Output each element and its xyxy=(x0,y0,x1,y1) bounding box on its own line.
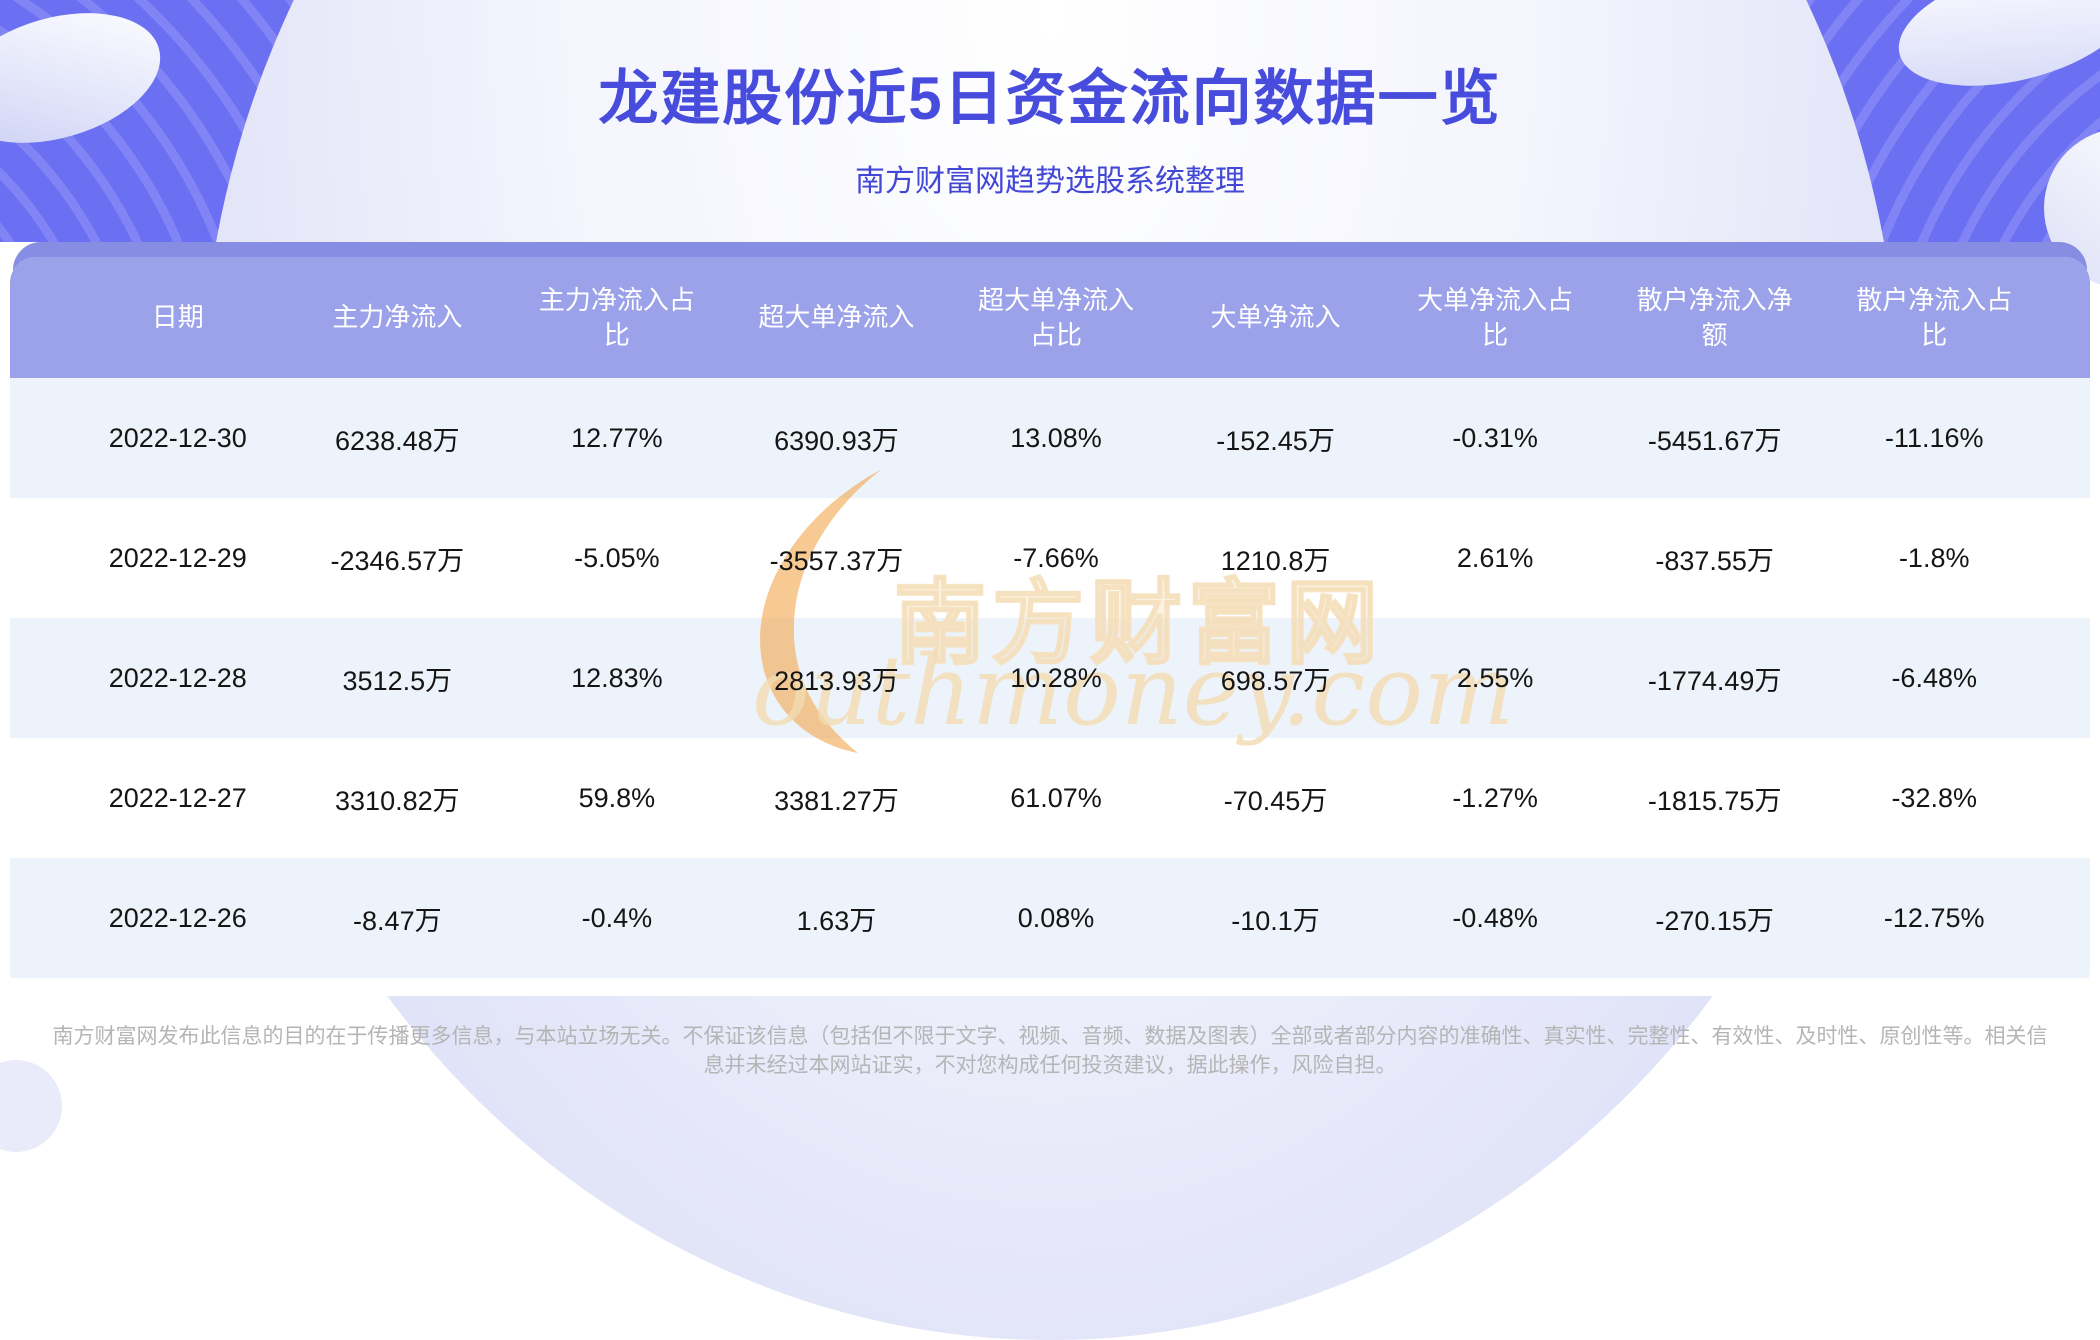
column-header: 散户净流入占 比 xyxy=(1856,284,2013,350)
table-cell: -5451.67万 xyxy=(1647,425,1782,456)
table-cell: 3310.82万 xyxy=(335,785,460,816)
table-cell: -1.8% xyxy=(1898,542,1970,573)
page-title: 龙建股份近5日资金流向数据一览 xyxy=(598,65,1502,132)
column-header: 大单净流入 xyxy=(1210,302,1341,332)
table-cell: -1.27% xyxy=(1452,782,1538,813)
table-cell: 6390.93万 xyxy=(774,425,899,456)
page-subtitle: 南方财富网趋势选股系统整理 xyxy=(855,165,1245,198)
table-cell: 2.61% xyxy=(1456,542,1534,573)
table-cell: -70.45万 xyxy=(1223,785,1328,816)
table-cell: 12.77% xyxy=(571,422,663,453)
table-cell: 2022-12-29 xyxy=(108,542,247,573)
table-cell: 10.28% xyxy=(1010,662,1102,693)
column-header: 散户净流入净 额 xyxy=(1636,284,1793,350)
table-cell: -6.48% xyxy=(1891,662,1977,693)
table-cell: -837.55万 xyxy=(1655,545,1774,576)
table-cell: -0.48% xyxy=(1452,902,1538,933)
table-cell: -11.16% xyxy=(1884,422,1984,453)
table-cell: -8.47万 xyxy=(353,905,442,936)
table-cell: 13.08% xyxy=(1010,422,1102,453)
table-cell: 6238.48万 xyxy=(335,425,460,456)
table-cell: -152.45万 xyxy=(1216,425,1335,456)
table-row: 2022-12-30 6238.48万 12.77% 6390.93万 13.0… xyxy=(10,378,2090,498)
table-cell: -0.31% xyxy=(1452,422,1538,453)
table-header-row: 日期 主力净流入 主力净流入占 比 超大单净流入 超大单净流入 占比 大单净流入… xyxy=(10,257,2090,378)
table-cell: -2346.57万 xyxy=(330,545,465,576)
table-cell: -0.4% xyxy=(581,902,653,933)
table-cell: -5.05% xyxy=(574,542,660,573)
column-header: 大单净流入占 比 xyxy=(1417,284,1574,350)
table-cell: -12.75% xyxy=(1883,902,1985,933)
column-header: 超大单净流入 xyxy=(758,302,915,332)
table-cell: 59.8% xyxy=(578,782,656,813)
table-cell: 3381.27万 xyxy=(774,785,899,816)
disclaimer-line-1: 南方财富网发布此信息的目的在于传播更多信息，与本站立场无关。不保证该信息（包括但… xyxy=(52,1025,2048,1048)
table-cell: 12.83% xyxy=(571,662,663,693)
table-cell: 1.63万 xyxy=(796,905,877,936)
table-cell: -1774.49万 xyxy=(1647,665,1782,696)
table-cell: 3512.5万 xyxy=(342,665,453,696)
table-cell: 698.57万 xyxy=(1220,665,1331,696)
fund-flow-table: 南方财富网 outhmoney.com 日期 主力净流入 主力净流入占 比 超大… xyxy=(10,257,2090,996)
table-cell: 1210.8万 xyxy=(1220,545,1331,576)
column-header: 日期 xyxy=(151,302,204,332)
table-cell: 2022-12-28 xyxy=(108,662,247,693)
table-row: 2022-12-27 3310.82万 59.8% 3381.27万 61.07… xyxy=(10,738,2090,858)
table-cell: 2022-12-26 xyxy=(108,902,247,933)
table-cell: 2022-12-27 xyxy=(108,782,247,813)
table-cell: 2.55% xyxy=(1456,662,1534,693)
table-cell: -1815.75万 xyxy=(1647,785,1782,816)
disclaimer-line-2: 息并未经过本网站证实，不对您构成任何投资建议，据此操作，风险自担。 xyxy=(703,1054,1397,1077)
table-cell: -32.8% xyxy=(1891,782,1977,813)
table-cell: 0.08% xyxy=(1017,902,1095,933)
table-row: 2022-12-26 -8.47万 -0.4% 1.63万 0.08% -10.… xyxy=(10,858,2090,978)
table-row: 2022-12-29 -2346.57万 -5.05% -3557.37万 -7… xyxy=(10,498,2090,618)
disclaimer: 南方财富网发布此信息的目的在于传播更多信息，与本站立场无关。不保证该信息（包括但… xyxy=(0,1022,2100,1080)
table-cell: 2022-12-30 xyxy=(108,422,247,453)
table-row: 2022-12-28 3512.5万 12.83% 2813.93万 10.28… xyxy=(10,618,2090,738)
table-cell: -7.66% xyxy=(1013,542,1099,573)
column-header: 超大单净流入 占比 xyxy=(977,284,1134,350)
table-cell: 2813.93万 xyxy=(774,665,899,696)
table-cell: -3557.37万 xyxy=(769,545,904,576)
table-cell: 61.07% xyxy=(1010,782,1102,813)
column-header: 主力净流入 xyxy=(332,302,463,332)
column-header: 主力净流入占 比 xyxy=(538,284,695,350)
table-cell: -270.15万 xyxy=(1655,905,1774,936)
table-cell: -10.1万 xyxy=(1231,905,1320,936)
